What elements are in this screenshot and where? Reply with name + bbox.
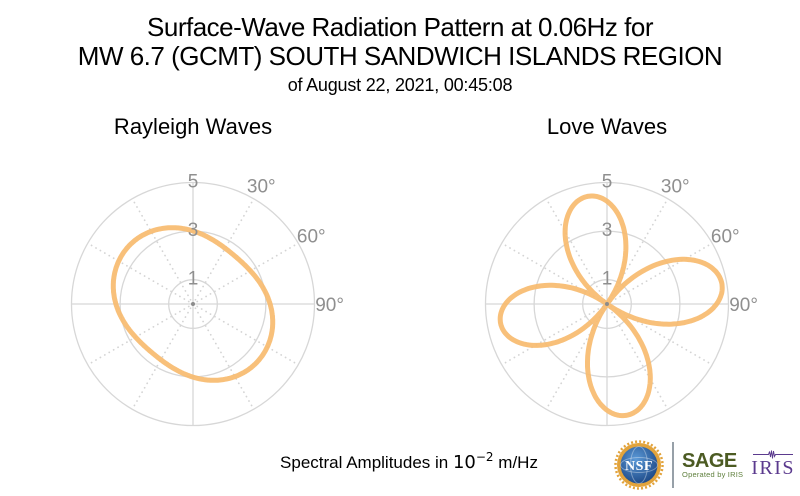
units-suffix: m/Hz — [493, 453, 538, 472]
radial-tick-label: 3 — [602, 220, 613, 241]
polar-dotted-gridline — [131, 197, 192, 301]
polar-dotted-gridline — [194, 197, 255, 301]
main-title-line2: MW 6.7 (GCMT) SOUTH SANDWICH ISLANDS REG… — [77, 41, 723, 71]
radial-tick-label: 3 — [188, 220, 199, 241]
radial-tick-label: 5 — [188, 172, 199, 193]
love-subplot-title: Love Waves — [546, 114, 668, 139]
polar-grid-circle — [484, 181, 730, 427]
polar-dotted-gridline — [545, 197, 606, 301]
angle-tick-label: 30° — [247, 177, 276, 198]
polar-center-dot — [191, 302, 195, 306]
polar-dotted-gridline — [196, 305, 300, 366]
units-power-of-ten: 10−2 — [452, 450, 494, 473]
angle-tick-label: 30° — [661, 177, 690, 198]
polar-grid-circle — [70, 181, 316, 427]
polar-dotted-gridline — [196, 242, 300, 303]
event-datetime-subtitle: of August 22, 2021, 00:45:08 — [287, 75, 513, 95]
angle-tick-label: 60° — [297, 227, 326, 248]
polar-dotted-gridline — [610, 305, 714, 366]
polar-grid-circle — [533, 230, 681, 378]
rayleigh-polar-plot: 1 3 5 30° 60° 90° — [70, 172, 344, 427]
polar-center-dot — [605, 302, 609, 306]
iris-seismogram-icon — [753, 449, 794, 459]
iris-wordmark: IRIS — [751, 456, 795, 479]
radial-tick-label: 1 — [602, 269, 613, 290]
polar-dotted-gridline — [608, 197, 669, 301]
love-polar-plot: 1 3 5 30° 60° 90° — [484, 172, 758, 427]
polar-dotted-gridline — [610, 242, 714, 303]
polar-dotted-gridline — [608, 307, 669, 411]
nsf-starburst-ring — [614, 440, 664, 490]
polar-grid-circle — [168, 279, 218, 329]
polar-grid-circle — [582, 279, 632, 329]
radial-tick-label: 5 — [602, 172, 613, 193]
nsf-globe-meridian — [630, 446, 649, 484]
polar-dotted-gridline — [131, 307, 192, 411]
logo-separator — [672, 442, 675, 488]
sage-logo: SAGE Operated by IRIS — [682, 449, 744, 479]
radiation-pattern-curve — [110, 225, 276, 383]
units-prefix: Spectral Amplitudes in — [280, 453, 453, 472]
iris-logo: IRIS — [751, 449, 795, 479]
nsf-globe — [620, 446, 658, 484]
radiation-pattern-curve — [497, 193, 725, 419]
polar-dotted-gridline — [86, 305, 190, 366]
polar-dotted-gridline — [194, 307, 255, 411]
rayleigh-subplot-title: Rayleigh Waves — [113, 114, 273, 139]
nsf-globe-parallel — [620, 457, 659, 473]
sage-tagline: Operated by IRIS — [682, 469, 744, 479]
polar-dotted-gridline — [500, 305, 604, 366]
amplitude-units-label: Spectral Amplitudes in 10−2 m/Hz — [280, 450, 538, 473]
radial-tick-label: 1 — [188, 269, 199, 290]
angle-tick-label: 60° — [711, 227, 740, 248]
angle-tick-label: 90° — [315, 295, 344, 316]
polar-dotted-gridline — [86, 242, 190, 303]
sage-wordmark: SAGE — [682, 449, 737, 472]
polar-dotted-gridline — [500, 242, 604, 303]
polar-dotted-gridline — [545, 307, 606, 411]
nsf-logo: NSF — [614, 440, 664, 490]
angle-tick-label: 90° — [729, 295, 758, 316]
logo-strip: NSF SAGE Operated by IRIS IRIS — [614, 440, 795, 490]
nsf-wordmark: NSF — [625, 459, 653, 474]
main-title-line1: Surface-Wave Radiation Pattern at 0.06Hz… — [147, 12, 653, 42]
title-block: Surface-Wave Radiation Pattern at 0.06Hz… — [0, 13, 800, 96]
